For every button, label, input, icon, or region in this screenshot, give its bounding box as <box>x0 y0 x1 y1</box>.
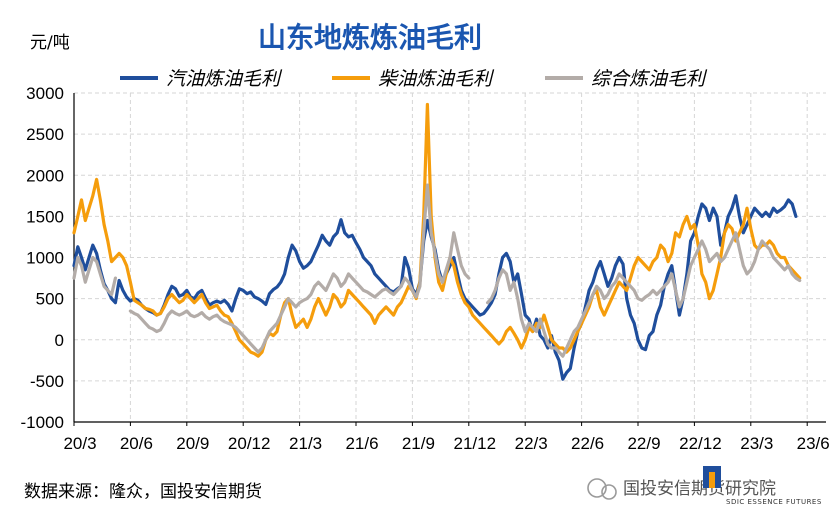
legend-label: 汽油炼油毛利 <box>166 68 283 90</box>
series-layer <box>72 102 802 381</box>
watermark: 国投安信期货研究院 SDIC ESSENCE FUTURES <box>587 466 822 506</box>
x-tick-label: 22/3 <box>515 434 548 453</box>
series-line-3-segment-1 <box>72 255 117 297</box>
legend-label: 柴油炼油毛利 <box>378 68 495 90</box>
sdic-logo-icon <box>703 466 721 488</box>
x-tick-label: 20/3 <box>63 434 96 453</box>
x-tick-label: 21/9 <box>402 434 435 453</box>
x-tick-label: 22/12 <box>679 434 722 453</box>
y-tick-label: -500 <box>30 372 64 391</box>
wechat-icon <box>587 478 617 500</box>
x-tick-label: 21/12 <box>454 434 497 453</box>
series-line-3-segment-2 <box>128 183 471 354</box>
series-line-3-segment-3 <box>486 231 802 358</box>
x-tick-label: 23/3 <box>740 434 773 453</box>
x-tick-label: 21/3 <box>289 434 322 453</box>
y-tick-label: 1000 <box>26 249 64 268</box>
x-tick-label: 23/6 <box>797 434 830 453</box>
legend: 汽油炼油毛利 柴油炼油毛利 综合炼油毛利 <box>120 68 708 90</box>
y-tick-label: 2000 <box>26 166 64 185</box>
x-tick-label: 20/9 <box>176 434 209 453</box>
watermark-text: 国投安信期货研究院 <box>623 479 776 499</box>
x-tick-label: 21/6 <box>345 434 378 453</box>
grid-layer <box>73 92 826 423</box>
y-tick-label: 3000 <box>26 84 64 103</box>
y-tick-label: 2500 <box>26 125 64 144</box>
x-tick-label: 20/6 <box>120 434 153 453</box>
y-tick-label: 0 <box>55 331 64 350</box>
x-tick-label: 22/6 <box>571 434 604 453</box>
x-tick-label: 22/9 <box>627 434 660 453</box>
y-tick-label: 1500 <box>26 207 64 226</box>
axis-layer: 3000 2500 2000 1500 1000 500 0 -500 -1000 20/3 20/… <box>21 84 830 453</box>
legend-label: 综合炼油毛利 <box>591 68 708 90</box>
data-source: 数据来源：隆众，国投安信期货 <box>24 482 262 502</box>
y-axis-unit: 元/吨 <box>30 33 70 53</box>
series-line-2-segment-1 <box>72 102 802 358</box>
watermark-en: SDIC ESSENCE FUTURES <box>726 498 822 506</box>
x-tick-label: 20/12 <box>228 434 271 453</box>
y-tick-label: 500 <box>36 290 64 309</box>
chart-title: 山东地炼炼油毛利 <box>258 21 482 54</box>
y-tick-label: -1000 <box>21 413 64 432</box>
